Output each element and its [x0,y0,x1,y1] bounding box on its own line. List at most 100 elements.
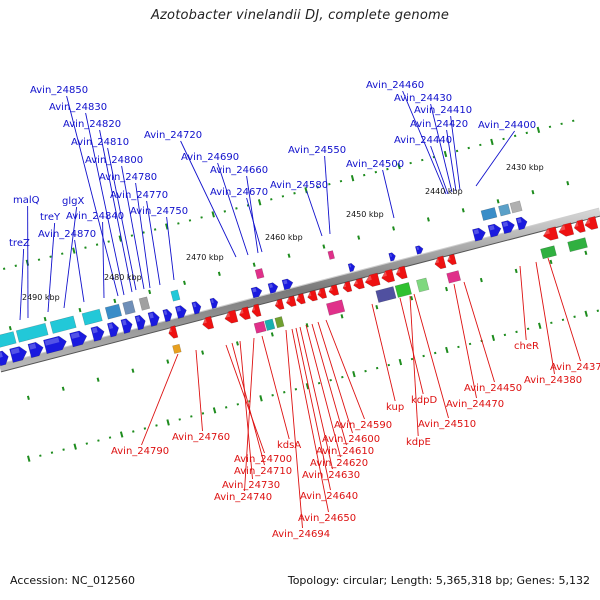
scale-tick [455,149,459,153]
forward-feature-box [81,308,103,326]
scale-label: 2450 kbp [346,210,384,219]
scale-tick [426,217,430,222]
scale-tick [341,375,344,379]
scale-tick [362,173,366,177]
forward-feature-box [15,322,49,343]
scale-tick [561,318,565,322]
forward-gene-label: malQ [13,195,40,206]
scale-tick [387,363,390,367]
forward-feature-box [498,203,511,217]
scale-tick [39,454,42,457]
scale-tick [183,280,186,286]
reverse-gene-label: Avin_24600 [322,434,380,445]
forward-gene-arrow [252,288,257,293]
scale-tick [108,436,112,439]
scale-tick [155,424,158,427]
reverse-gene-arrow [558,222,575,237]
scale-tick [270,198,273,201]
reverse-gene-arrow [542,229,550,236]
forward-feature-box [138,296,151,311]
forward-gene-arrow [501,220,515,235]
reverse-gene-arrow [434,255,447,270]
reverse-label-line [371,303,396,402]
reverse-gene-arrow [558,222,575,237]
forward-gene-label: Avin_24810 [71,137,129,148]
reverse-gene-arrow [317,287,328,299]
scale-tick [270,332,274,337]
reverse-gene-label: Avin_24610 [316,446,374,457]
scale-tick [340,314,344,319]
scale-tick [26,395,30,400]
forward-gene-label: glgX [62,196,84,207]
forward-feature-box [138,296,151,311]
forward-gene-arrow [191,301,202,315]
scale-tick [490,138,494,146]
reverse-gene-arrow [542,226,559,241]
reverse-gene-arrow [307,289,318,302]
backbone-band [0,208,600,372]
forward-gene-arrow [44,337,60,346]
reverse-gene-arrow [447,253,457,266]
reverse-feature-box [326,299,346,316]
scale-tick [293,192,296,195]
scale-tick [596,309,600,312]
reverse-label-line [535,261,555,375]
reverse-gene-arrow [353,280,358,285]
scale-tick [78,307,82,313]
forward-feature-box [0,331,17,350]
reverse-gene-arrow [328,284,340,296]
forward-label-line [66,95,119,297]
scale-tick [322,244,326,249]
reverse-label-line [195,349,203,432]
scale-tick [328,182,331,186]
reverse-gene-arrow [296,293,306,305]
forward-gene-arrow [90,325,105,342]
reverse-label-line [413,293,449,419]
scale-tick [85,442,89,445]
scale-tick [118,235,123,242]
scale-tick [549,259,553,265]
scale-tick [584,250,588,256]
forward-gene-arrow [147,311,160,327]
scale-label: 2440 kbp [425,187,463,196]
forward-gene-label: Avin_24870 [38,229,96,240]
scale-tick [96,377,100,382]
reverse-gene-arrow [364,272,381,287]
scale-tick [224,406,228,409]
forward-gene-label: Avin_24410 [414,105,472,116]
scale-tick [536,126,541,134]
genome-summary-label: Topology: circular; Length: 5,365,318 bp… [287,574,590,587]
forward-gene-arrow [174,305,187,319]
forward-label-line [74,239,85,303]
scale-tick [271,394,274,397]
forward-gene-arrow [29,343,37,350]
reverse-feature-box [326,299,346,316]
reverse-gene-arrow [307,289,318,302]
reverse-gene-label: Avin_24760 [172,432,230,443]
forward-gene-arrow [209,297,219,309]
forward-gene-label: Avin_24430 [394,93,452,104]
forward-gene-arrow [106,321,120,338]
forward-gene-label: Avin_24580 [270,180,328,191]
forward-feature-box [254,268,265,280]
forward-gene-label: Avin_24820 [63,119,121,130]
reverse-gene-arrow [434,258,440,264]
forward-gene-arrow [162,308,173,323]
forward-label-line [475,130,515,187]
reverse-gene-arrow [286,297,291,303]
reverse-gene-arrow [364,272,381,287]
forward-gene-arrow [9,346,28,363]
forward-feature-box [480,207,498,221]
map-title: Azotobacter vinelandii DJ, complete geno… [150,8,450,23]
forward-label-line [121,165,145,290]
backbone-edge [0,215,600,373]
forward-gene-label: Avin_24500 [346,159,404,170]
scale-tick [386,167,389,171]
scale-tick [201,412,205,415]
scale-label: 2480 kbp [104,273,142,282]
scale-tick [283,391,286,394]
scale-tick [212,407,217,414]
scale-tick [467,146,470,150]
scale-tick [97,439,100,442]
reverse-label-line [305,324,341,458]
